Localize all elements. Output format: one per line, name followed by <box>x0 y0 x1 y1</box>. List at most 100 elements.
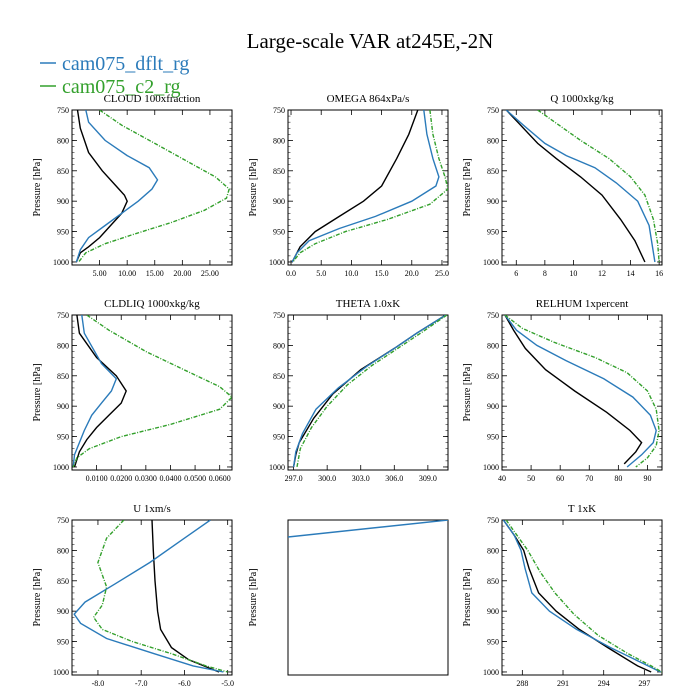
x-tick-label: 80 <box>614 474 622 483</box>
y-tick-label: 900 <box>57 402 69 411</box>
panel-title: CLDLIQ 1000xkg/kg <box>104 298 200 310</box>
series-line-1 <box>504 315 657 468</box>
y-tick-label: 850 <box>273 167 285 176</box>
panel-8: T 1xK Pressure [hPa] 750 800 850 900 950 1000 28… <box>462 503 663 688</box>
y-tick-label: 1000 <box>53 668 69 677</box>
x-tick-label: 10 <box>569 269 577 278</box>
x-tick-label: 15.0 <box>375 269 389 278</box>
series-line-0 <box>502 520 652 673</box>
plot-frame <box>71 519 233 676</box>
y-tick-label: 800 <box>487 546 499 555</box>
y-axis-label: Pressure [hPa] <box>248 158 259 216</box>
y-tick-label: 800 <box>487 136 499 145</box>
y-tick-label: 850 <box>487 372 499 381</box>
series-line-2 <box>537 110 660 263</box>
y-tick-label: 900 <box>57 197 69 206</box>
series-line-2 <box>92 520 228 673</box>
y-tick-label: 750 <box>57 106 69 115</box>
y-tick-label: 750 <box>57 311 69 320</box>
y-tick-label: 750 <box>487 106 499 115</box>
y-tick-label: 850 <box>57 577 69 586</box>
x-tick-label: 20.00 <box>173 269 191 278</box>
series-line-1 <box>73 520 224 673</box>
x-tick-label: 10.0 <box>344 269 358 278</box>
x-tick-label: 291 <box>557 679 569 688</box>
x-tick-label: 297.0 <box>285 474 303 483</box>
x-tick-label: 25.00 <box>201 269 219 278</box>
x-tick-label: 309.0 <box>419 474 437 483</box>
series-line-1 <box>502 520 661 673</box>
legend-label-dflt: cam075_dflt_rg <box>62 53 189 75</box>
y-tick-label: 850 <box>487 167 499 176</box>
y-tick-label: 800 <box>57 136 69 145</box>
series-line-1 <box>291 110 440 263</box>
x-tick-label: 5.0 <box>316 269 326 278</box>
y-axis-label: Pressure [hPa] <box>32 363 43 421</box>
y-tick-label: 1000 <box>53 463 69 472</box>
plot-frame <box>501 314 663 471</box>
series-line-0 <box>505 110 646 263</box>
x-tick-label: -5.0 <box>221 679 234 688</box>
y-tick-label: 800 <box>57 341 69 350</box>
y-tick-label: 900 <box>487 607 499 616</box>
series-line-1 <box>72 315 118 468</box>
series-line-0 <box>75 110 128 263</box>
y-axis-label: Pressure [hPa] <box>248 568 259 626</box>
x-tick-label: 90 <box>643 474 651 483</box>
x-tick-label: 25.0 <box>435 269 449 278</box>
series-line-0 <box>288 520 448 538</box>
y-tick-label: 900 <box>487 402 499 411</box>
y-tick-label: 1000 <box>53 258 69 267</box>
y-axis-label: Pressure [hPa] <box>462 568 473 626</box>
x-tick-label: 5.00 <box>93 269 107 278</box>
y-tick-label: 950 <box>57 433 69 442</box>
series-line-0 <box>292 315 447 468</box>
y-tick-label: 950 <box>57 638 69 647</box>
y-tick-label: 950 <box>487 433 499 442</box>
y-tick-label: 900 <box>273 197 285 206</box>
plot-frame <box>287 109 449 266</box>
y-axis-label: Pressure [hPa] <box>32 158 43 216</box>
series-line-0 <box>291 110 419 263</box>
x-tick-label: 15.00 <box>146 269 164 278</box>
panel-title: CLOUD 100xfraction <box>104 93 201 105</box>
x-tick-label: -7.0 <box>135 679 148 688</box>
x-tick-label: 0.0500 <box>184 474 206 483</box>
series-line-2 <box>296 315 448 468</box>
plot-frame <box>287 314 449 471</box>
y-tick-label: 900 <box>273 402 285 411</box>
panel-title: T 1xK <box>568 503 596 515</box>
series-line-2 <box>504 315 660 468</box>
plot-frame <box>501 109 663 266</box>
panel-5: RELHUM 1xpercent Pressure [hPa] 750 800 850 9… <box>462 298 663 483</box>
panel-title: RELHUM 1xpercent <box>536 298 629 310</box>
y-axis-label: Pressure [hPa] <box>32 568 43 626</box>
x-tick-label: 0.0 <box>286 269 296 278</box>
panel-title: U 1xm/s <box>133 503 171 515</box>
y-tick-label: 750 <box>487 516 499 525</box>
x-tick-label: 14 <box>627 269 635 278</box>
x-tick-label: 40 <box>498 474 506 483</box>
y-tick-label: 750 <box>273 106 285 115</box>
x-tick-label: 70 <box>585 474 593 483</box>
y-tick-label: 900 <box>57 607 69 616</box>
panel-3: CLDLIQ 1000xkg/kg Pressure [hPa] 750 800 850… <box>32 298 233 483</box>
x-tick-label: 50 <box>527 474 535 483</box>
y-axis-label: Pressure [hPa] <box>462 158 473 216</box>
y-tick-label: 850 <box>57 372 69 381</box>
series-line-1 <box>75 110 159 263</box>
y-tick-label: 950 <box>487 638 499 647</box>
x-tick-label: 6 <box>514 269 518 278</box>
x-tick-label: 8 <box>543 269 547 278</box>
y-tick-label: 1000 <box>269 463 285 472</box>
series-line-0 <box>73 315 127 468</box>
x-tick-label: 10.00 <box>118 269 136 278</box>
x-tick-label: 294 <box>598 679 610 688</box>
x-tick-label: 0.0200 <box>110 474 132 483</box>
series-line-2 <box>78 110 230 263</box>
x-tick-label: -8.0 <box>92 679 105 688</box>
y-tick-label: 750 <box>273 311 285 320</box>
x-tick-label: 0.0100 <box>86 474 108 483</box>
